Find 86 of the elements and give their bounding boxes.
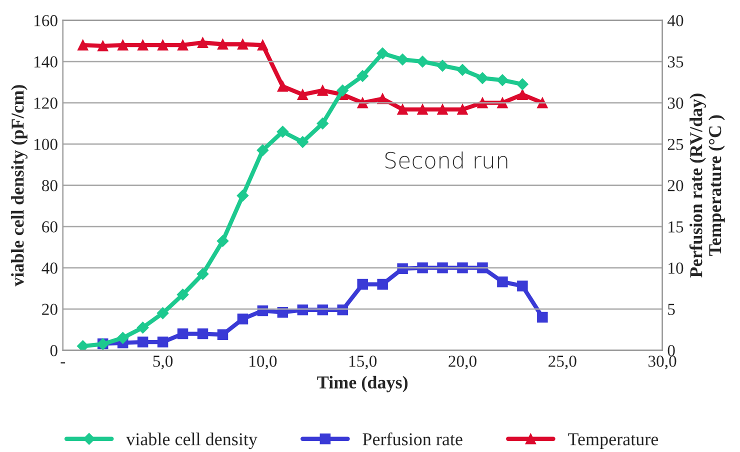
y-tick-label: 160 <box>34 15 58 26</box>
y2-tick-label: 40 <box>667 15 684 26</box>
point <box>97 40 108 52</box>
point <box>297 304 308 316</box>
legend-label: Temperature <box>568 433 658 450</box>
y2-tick-label: 30 <box>668 98 684 109</box>
point <box>197 328 208 340</box>
y2-tick-label: 20 <box>668 180 684 192</box>
point <box>517 89 528 100</box>
point <box>257 40 268 50</box>
point <box>157 336 168 348</box>
point <box>157 40 168 50</box>
point <box>437 104 448 115</box>
point <box>137 336 148 348</box>
legend-label: Perfusion rate <box>362 432 462 446</box>
x-tick-label: 30,0 <box>648 356 676 370</box>
y-tick-label: 140 <box>34 56 58 68</box>
point <box>376 47 388 60</box>
point <box>177 328 188 340</box>
point <box>396 54 408 66</box>
point <box>476 72 488 84</box>
point <box>336 84 349 96</box>
y-tick-label: 20 <box>42 304 58 315</box>
point <box>136 322 149 334</box>
x-tick-label: 20,0 <box>448 356 476 370</box>
y2-axis-title: Perfusion rate (RV/day) Temperature (°C ) <box>689 94 725 278</box>
y-tick-label: 40 <box>42 262 58 274</box>
point <box>337 304 348 316</box>
y-tick-label: 80 <box>42 180 58 192</box>
point <box>156 307 169 320</box>
point <box>276 126 289 138</box>
y-tick-label: 60 <box>42 221 58 233</box>
point <box>317 304 328 316</box>
point <box>217 329 228 340</box>
point <box>357 278 368 290</box>
point <box>456 64 468 76</box>
y2-tick-label: 10 <box>668 262 684 274</box>
point <box>497 276 508 288</box>
point <box>516 78 528 90</box>
point <box>537 312 548 323</box>
point <box>397 104 408 115</box>
y2-tick-label: 15 <box>668 221 684 233</box>
point <box>137 40 148 50</box>
point <box>236 190 249 202</box>
x-tick-label: 15,0 <box>349 356 377 370</box>
point <box>216 235 229 247</box>
x-tick-label: 25,0 <box>548 356 576 370</box>
point <box>317 85 328 96</box>
x-axis-title: Time (days) <box>317 376 408 392</box>
y2-tick-label: 25 <box>668 138 684 150</box>
point <box>237 38 248 50</box>
y2-tick-label: 0 <box>668 345 675 356</box>
y-tick-label: 0 <box>50 345 58 356</box>
point <box>177 40 188 50</box>
point <box>116 332 129 344</box>
point <box>457 104 468 115</box>
point <box>196 268 209 280</box>
point <box>277 80 288 92</box>
point <box>297 89 308 100</box>
point <box>377 278 388 290</box>
point <box>76 340 89 350</box>
point <box>256 144 269 156</box>
point <box>78 40 88 50</box>
annotation: Second run <box>385 151 508 169</box>
point <box>296 136 309 148</box>
point <box>316 118 329 130</box>
point <box>416 56 428 68</box>
point <box>496 74 508 86</box>
y-axis-title: viable cell density (pF/cm) <box>11 85 28 286</box>
point <box>176 288 189 301</box>
y-tick-label: 120 <box>34 98 58 109</box>
point <box>517 280 528 292</box>
point <box>356 70 369 82</box>
point <box>436 60 448 72</box>
y-tick-label: 100 <box>34 138 58 150</box>
y2-tick-label: 35 <box>668 56 684 68</box>
x-tick-label: 5,0 <box>153 356 173 370</box>
x-tick-label: 10,0 <box>250 356 277 370</box>
point <box>417 104 428 115</box>
point <box>117 40 128 50</box>
point <box>197 37 208 48</box>
point <box>217 38 228 50</box>
point <box>237 314 248 324</box>
legend-label: viable cell density <box>126 432 258 450</box>
y2-tick-label: 5 <box>668 304 675 315</box>
x-tick-label: - <box>60 362 66 364</box>
